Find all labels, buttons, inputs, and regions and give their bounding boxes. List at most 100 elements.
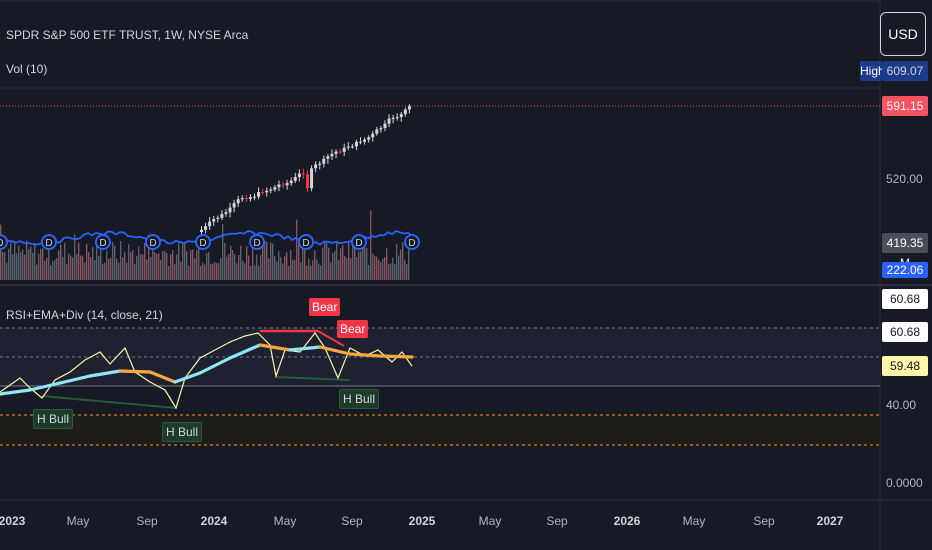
time-axis-label: 2027 — [816, 514, 844, 528]
volume-bar — [150, 256, 152, 280]
price-candle — [224, 212, 228, 215]
volume-bar — [122, 257, 124, 280]
price-candle — [257, 192, 261, 197]
price-candle — [359, 141, 362, 143]
volume-bar — [8, 248, 10, 280]
volume-bar — [306, 265, 308, 280]
currency-button[interactable]: USD — [880, 12, 926, 56]
price-candle — [289, 180, 293, 184]
rsi-ema-segment — [318, 345, 352, 356]
volume-bar — [344, 255, 346, 280]
price-candle — [261, 192, 265, 194]
rsi-ema-segment — [118, 369, 152, 374]
price-candle — [244, 198, 248, 200]
volume-bar — [126, 262, 128, 280]
volume-bar — [200, 265, 202, 280]
volume-bar — [194, 258, 196, 280]
volume-bar — [64, 242, 66, 280]
volume-bar — [374, 256, 376, 280]
volume-bar — [248, 255, 250, 280]
volume-bar — [72, 257, 74, 280]
dividend-marker — [195, 234, 211, 250]
price-candle — [363, 139, 367, 142]
volume-bar — [86, 243, 88, 280]
volume-bar — [234, 254, 236, 280]
volume-bar — [220, 257, 222, 280]
volume-value-tag: 419.35 M — [882, 233, 928, 270]
time-axis-label: May — [273, 514, 297, 528]
volume-bar — [76, 254, 78, 280]
volume-bar — [288, 265, 290, 280]
volume-bar — [4, 252, 6, 280]
volume-bar — [112, 242, 114, 280]
volume-bar — [402, 242, 404, 280]
volume-bar — [334, 250, 336, 280]
price-candle — [387, 118, 391, 124]
rsi-value-1: 60.68 — [882, 289, 928, 309]
bear-divergence-tag: Bear — [337, 320, 369, 338]
volume-bar — [62, 257, 64, 280]
volume-bar — [258, 265, 260, 280]
bear-divergence-tag: Bear — [309, 298, 341, 316]
time-axis-label: May — [682, 514, 706, 528]
time-axis-label: 2026 — [613, 514, 641, 528]
volume-bar — [58, 250, 60, 280]
volume-bar — [44, 260, 46, 280]
volume-bar — [372, 253, 374, 280]
volume-bar — [376, 256, 378, 280]
price-candle — [399, 114, 403, 118]
volume-bar — [130, 252, 132, 280]
volume-bar — [6, 262, 8, 280]
volume-bar — [88, 252, 90, 280]
volume-bar — [90, 257, 92, 280]
volume-bar — [320, 265, 322, 280]
volume-bar — [396, 244, 398, 280]
volume-bar — [308, 258, 310, 280]
volume-bar — [190, 249, 192, 280]
rsi-value-2: 60.68 — [882, 322, 928, 342]
rsi-ema-segment — [198, 356, 232, 375]
volume-bar — [388, 264, 390, 280]
price-candle — [354, 141, 358, 147]
volume-bar — [242, 260, 244, 280]
volume-bar — [236, 263, 238, 280]
price-candle — [297, 173, 301, 178]
volume-bar — [12, 254, 14, 280]
volume-bar — [34, 243, 36, 280]
price-candle — [248, 197, 252, 199]
volume-bar — [168, 265, 170, 280]
time-axis-label: 2025 — [408, 514, 436, 528]
volume-bar — [162, 251, 164, 280]
price-candle — [236, 199, 240, 204]
volume-bar — [84, 262, 86, 280]
volume-bar — [114, 245, 116, 280]
rsi-tick-0: 0.0000 — [886, 476, 923, 490]
volume-bar — [352, 244, 354, 280]
volume-bar — [268, 258, 270, 280]
volume-bar — [204, 264, 206, 280]
rsi-ema-segment — [378, 354, 414, 359]
volume-bar — [182, 244, 184, 280]
volume-bar — [296, 219, 298, 280]
volume-bar — [134, 263, 136, 280]
dividend-marker-label: D — [253, 238, 260, 249]
volume-bar — [140, 254, 142, 280]
volume-bar — [54, 259, 56, 280]
time-axis-label: Sep — [753, 514, 775, 528]
volume-bar — [120, 240, 122, 280]
volume-bar — [326, 243, 328, 280]
volume-bar — [318, 263, 320, 280]
rsi-pane — [0, 327, 880, 446]
volume-bar — [218, 263, 220, 280]
volume-bar — [380, 262, 382, 280]
volume-bar — [40, 248, 42, 280]
price-candle — [220, 214, 224, 218]
volume-bar — [222, 224, 224, 280]
rsi-value-3: 59.48 — [882, 356, 928, 376]
price-candle — [407, 106, 411, 110]
volume-bar — [348, 241, 350, 280]
volume-bar — [154, 251, 156, 280]
volume-bar — [224, 242, 226, 280]
volume-bars: DDDDDDDDD — [0, 210, 420, 280]
